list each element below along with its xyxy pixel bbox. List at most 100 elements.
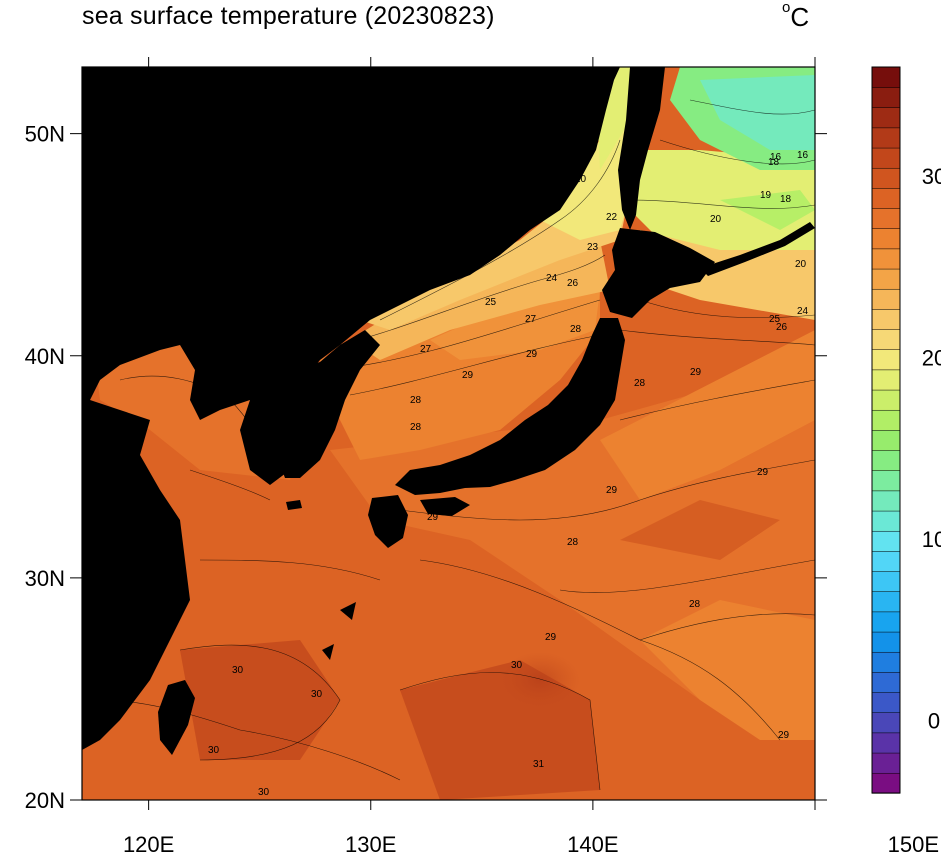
contour-label: 30 [258,787,270,798]
contour-line [659,139,815,165]
colorbar-segment [871,631,901,653]
contour-label: 22 [606,212,618,223]
contour-line [199,559,381,581]
x-tick-label: 150E [888,832,939,857]
y-tick-label: 20N [25,788,65,813]
land-sakhalin [618,67,665,230]
contour-label: 26 [776,322,788,333]
sst-zone-28-east [640,600,815,740]
contour-labels: 16 16 18 18 19 20 20 20 22 23 24 24 25 2… [208,150,809,798]
contour-label: 28 [567,537,579,548]
contour-label: 29 [545,632,557,643]
colorbar-segment [871,691,901,713]
contour-line [619,379,815,421]
land-kuril-islands [700,222,815,276]
colorbar-segment [871,409,901,431]
colorbar-segment [871,449,901,471]
sst-zone-29-pacific [620,500,780,560]
colorbar-segment [871,510,901,532]
colorbar-segment [871,369,901,391]
y-tick-label: 40N [25,344,65,369]
y-tick-label: 30N [25,566,65,591]
contour-line [399,459,815,521]
colorbar-segment [871,66,901,88]
colorbar-segment [871,550,901,572]
colorbar-segment [871,349,901,371]
colorbar-segment [871,127,901,149]
contour-label: 20 [575,174,587,185]
colorbar-segment [871,712,901,734]
contour-label: 30 [208,745,220,756]
land-korean-peninsula [262,330,380,478]
colorbar-segment [871,752,901,774]
contour-label: 30 [232,665,244,676]
contour-line [619,329,815,346]
x-axis: 120E 130E 140E 150E [123,57,939,857]
contour-label: 16 [797,150,809,161]
contour-label: 29 [526,349,538,360]
contour-label: 28 [410,422,422,433]
colorbar-label: 20 [922,345,941,370]
contour-label: 29 [690,367,702,378]
contour-label: 16 [770,152,782,163]
map-plot-area: 16 16 18 18 19 20 20 20 22 23 24 24 25 2… [82,67,815,800]
contour-line [99,699,401,781]
sst-zone-24 [350,240,610,360]
contour-line [119,375,271,461]
contour-line [379,139,621,321]
contour-label: 28 [253,432,265,443]
x-tick-label: 120E [123,832,174,857]
contour-label: 30 [311,689,323,700]
contour-label: 23 [587,242,599,253]
colorbar-segment [871,187,901,209]
colorbar-segment [871,570,901,592]
colorbar-segment [871,248,901,270]
land-taiwan [158,680,195,755]
colorbar-segment [871,732,901,754]
land-asian-mainland [82,67,620,750]
colorbar-segment [871,328,901,350]
contour-line [419,559,781,741]
contour-line [639,613,815,641]
contour-label: 18 [768,157,780,168]
contour-label: 19 [760,190,772,201]
contour-label: 20 [710,214,722,225]
land-honshu [395,318,625,495]
colorbar-label: 10 [922,527,941,552]
colorbar-segment [871,429,901,451]
contour-label: 24 [546,273,558,284]
colorbar-segment [871,228,901,250]
contour-line [399,672,601,791]
colorbar-segment [871,490,901,512]
colorbar-segment [871,530,901,552]
land-hokkaido [602,228,715,318]
contour-line [349,334,601,396]
contour-label: 27 [420,344,432,355]
y-tick-label: 50N [25,122,65,147]
colorbar-segment [871,772,901,794]
contour-line [639,299,815,319]
colorbar-segment [871,86,901,108]
contour-lines [99,99,815,791]
contour-label: 28 [689,599,701,610]
contour-label: 28 [634,378,646,389]
degree-symbol: o [782,0,791,17]
colorbar-segment [871,288,901,310]
contour-line [179,644,341,761]
contour-label: 29 [427,512,439,523]
contour-line [329,299,601,371]
land-kyushu [368,495,408,548]
contour-line [189,469,271,501]
land-shikoku [420,497,470,516]
contour-label: 29 [606,485,618,496]
sst-zone-27 [600,330,815,500]
colorbar-segment [871,207,901,229]
colorbar-segment [871,651,901,673]
contour-label: 31 [533,759,545,770]
contour-label: 26 [567,278,579,289]
map-frame [81,66,816,801]
land-masses [82,67,815,755]
colorbar-segment [871,167,901,189]
land-jeju [286,500,302,510]
